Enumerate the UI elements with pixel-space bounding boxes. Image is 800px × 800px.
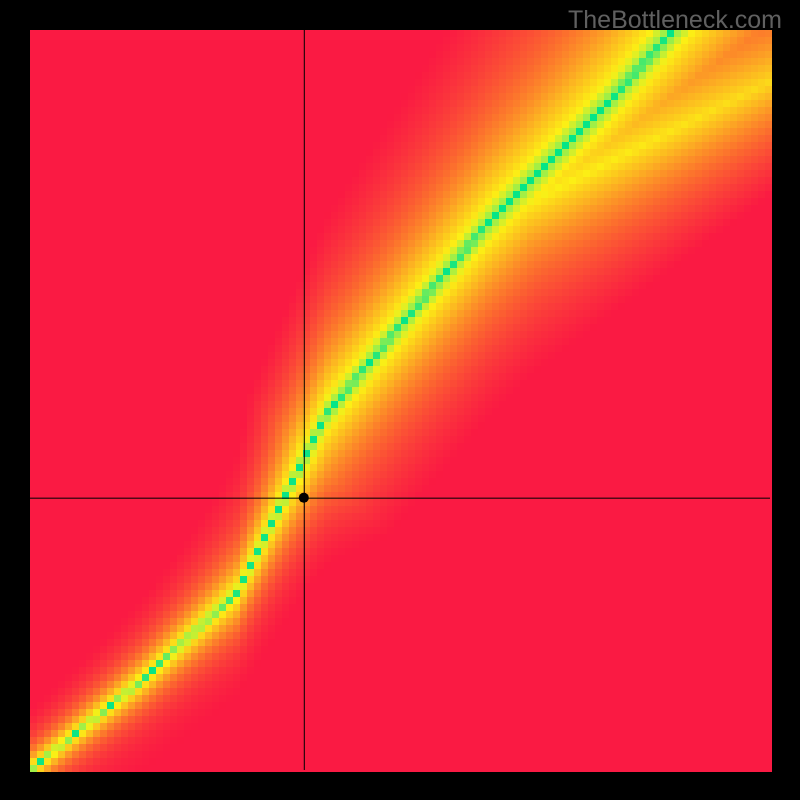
chart-container: TheBottleneck.com: [0, 0, 800, 800]
heatmap-canvas: [0, 0, 800, 800]
watermark: TheBottleneck.com: [568, 6, 782, 35]
